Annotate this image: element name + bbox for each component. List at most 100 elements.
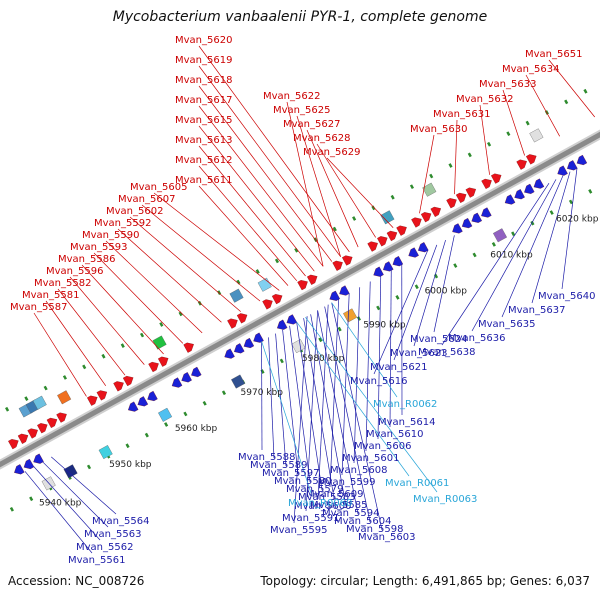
forward-gene-label: Mvan_5622 (263, 91, 320, 102)
reverse-gene-label-leader (303, 318, 335, 499)
gene-labels: 5940 kbp 5950 kbp 5960 kbp 5970 kbp 5980 kbp… (10, 35, 599, 566)
reverse-gene-label: Mvan_5610 (366, 429, 423, 440)
reverse-gene-arrow (23, 458, 35, 470)
reverse-gene-label: Mvan_5635 (478, 319, 535, 330)
forward-gene-label-leader (129, 216, 241, 312)
backbone-layer (0, 129, 600, 470)
reverse-gene-label: Mvan_5585 (310, 500, 367, 511)
forward-gene-arrow (183, 342, 194, 353)
tick-dot-outer (159, 322, 164, 327)
reverse-gene-label-leader (268, 337, 275, 459)
backbone-shadow (0, 129, 600, 470)
tick-dot-inner (414, 284, 419, 290)
reverse-gene-label-leader (413, 239, 446, 347)
forward-gene-arrow (46, 417, 58, 429)
forward-gene-arrow (271, 294, 283, 305)
reverse-gene-label-leader (293, 316, 308, 524)
tick-dot-outer (43, 385, 48, 391)
forward-gene-arrow (113, 381, 124, 392)
reverse-gene-label-leader (393, 244, 438, 361)
reverse-gene-label: Mvan_5600 (294, 501, 351, 512)
map-title: Mycobacterium vanbaalenii PYR-1, complet… (112, 9, 488, 25)
forward-gene-arrow (8, 439, 19, 450)
leader-lines (24, 45, 596, 554)
genome-summary-text: Topology: circular; Length: 6,491,865 bp… (260, 574, 590, 588)
rna-gene-label-leader (261, 341, 313, 497)
reverse-gene-label: Mvan_5638 (418, 347, 475, 358)
forward-gene-label-leader (69, 276, 145, 365)
forward-gene-arrow (148, 361, 159, 373)
tick-dot-inner (9, 506, 14, 512)
reverse-gene-label-leader (501, 175, 564, 318)
forward-gene-label: Mvan_5634 (502, 64, 559, 75)
reverse-gene-arrow (286, 314, 298, 325)
reverse-gene-label: Mvan_5599 (318, 477, 375, 488)
reverse-gene-arrow (137, 396, 149, 407)
tick-dot-outer (178, 311, 183, 317)
forward-gene-arrow (465, 187, 476, 198)
forward-gene-label: Mvan_5611 (175, 175, 232, 186)
reverse-gene-arrow (243, 337, 255, 349)
reverse-gene-label-leader (296, 321, 323, 491)
backbone-line (0, 131, 600, 468)
forward-gene-label-leader (117, 228, 222, 323)
rna-gene-label: Mvan_R0062 (373, 399, 437, 410)
tick-dot-inner (318, 337, 323, 343)
forward-gene-label: Mvan_5651 (525, 49, 582, 60)
forward-gene-label: Mvan_5633 (479, 79, 536, 90)
reverse-gene-label-leader (324, 306, 371, 523)
forward-gene-label-leader (141, 204, 261, 302)
tick-dot-outer (62, 375, 67, 380)
forward-gene-label: Mvan_5620 (175, 35, 232, 46)
rna-gene-label: Mvan_R0060 (288, 498, 352, 509)
forward-gene-label: Mvan_5625 (273, 105, 330, 116)
tick-dot-outer (429, 173, 434, 179)
reverse-gene-arrow (14, 464, 25, 475)
reverse-gene-arrow (567, 160, 578, 171)
reverse-gene-label-leader (317, 304, 329, 500)
accession-text: Accession: NC_008726 (8, 574, 145, 588)
tick-dot-inner (549, 210, 554, 215)
tick-dot-inner (260, 369, 265, 374)
reverse-gene-label-leader (441, 183, 550, 346)
feature-block (158, 407, 173, 422)
feature-block (63, 464, 78, 479)
rna-gene-label: Mvan_R0063 (413, 494, 477, 505)
tick-dot-outer (5, 406, 10, 412)
reverse-gene-arrow (481, 207, 492, 218)
tick-dot-outer (506, 131, 511, 137)
tick-dot-outer (82, 364, 87, 370)
forward-gene-label: Mvan_5612 (175, 155, 232, 166)
reverse-gene-label-leader (341, 293, 350, 476)
reverse-gene-arrow (171, 377, 183, 388)
reverse-gene-label: Mvan_5606 (354, 441, 411, 452)
tick-dot-outer (487, 141, 492, 147)
forward-gene-label: Mvan_5628 (293, 133, 350, 144)
forward-gene-label-leader (296, 115, 341, 257)
tick-dot-inner (453, 263, 458, 268)
reverse-gene-label-leader (317, 310, 359, 515)
reverse-gene-label-leader (471, 179, 557, 332)
tick-dot-inner (183, 411, 188, 417)
forward-gene-arrow (297, 280, 308, 291)
forward-gene-arrow (306, 274, 318, 285)
rna-gene-label: Mvan_R0061 (385, 478, 449, 489)
forward-gene-arrow (262, 299, 273, 310)
reverse-gene-label-leader (305, 310, 318, 512)
reverse-gene-arrow (329, 290, 341, 301)
reverse-gene-label: Mvan_5621 (370, 362, 427, 373)
forward-gene-label-leader (198, 125, 315, 272)
forward-gene-label: Mvan_5607 (118, 194, 175, 205)
reverse-gene-label-leader (389, 269, 392, 428)
tick-dot-inner (86, 464, 92, 470)
reverse-gene-arrow (471, 212, 483, 223)
reverse-gene-label: Mvan_5583 (298, 492, 355, 503)
forward-gene-label-leader (33, 312, 87, 397)
forward-gene-arrow (516, 159, 527, 170)
tick-dot-outer (467, 152, 472, 158)
reverse-gene-label-leader (531, 171, 571, 304)
reverse-gene-label: Mvan_5636 (448, 333, 505, 344)
kbp-tick-label: 5960 kbp (175, 424, 218, 434)
forward-gene-label: Mvan_5618 (175, 75, 232, 86)
reverse-gene-arrow (392, 255, 404, 267)
